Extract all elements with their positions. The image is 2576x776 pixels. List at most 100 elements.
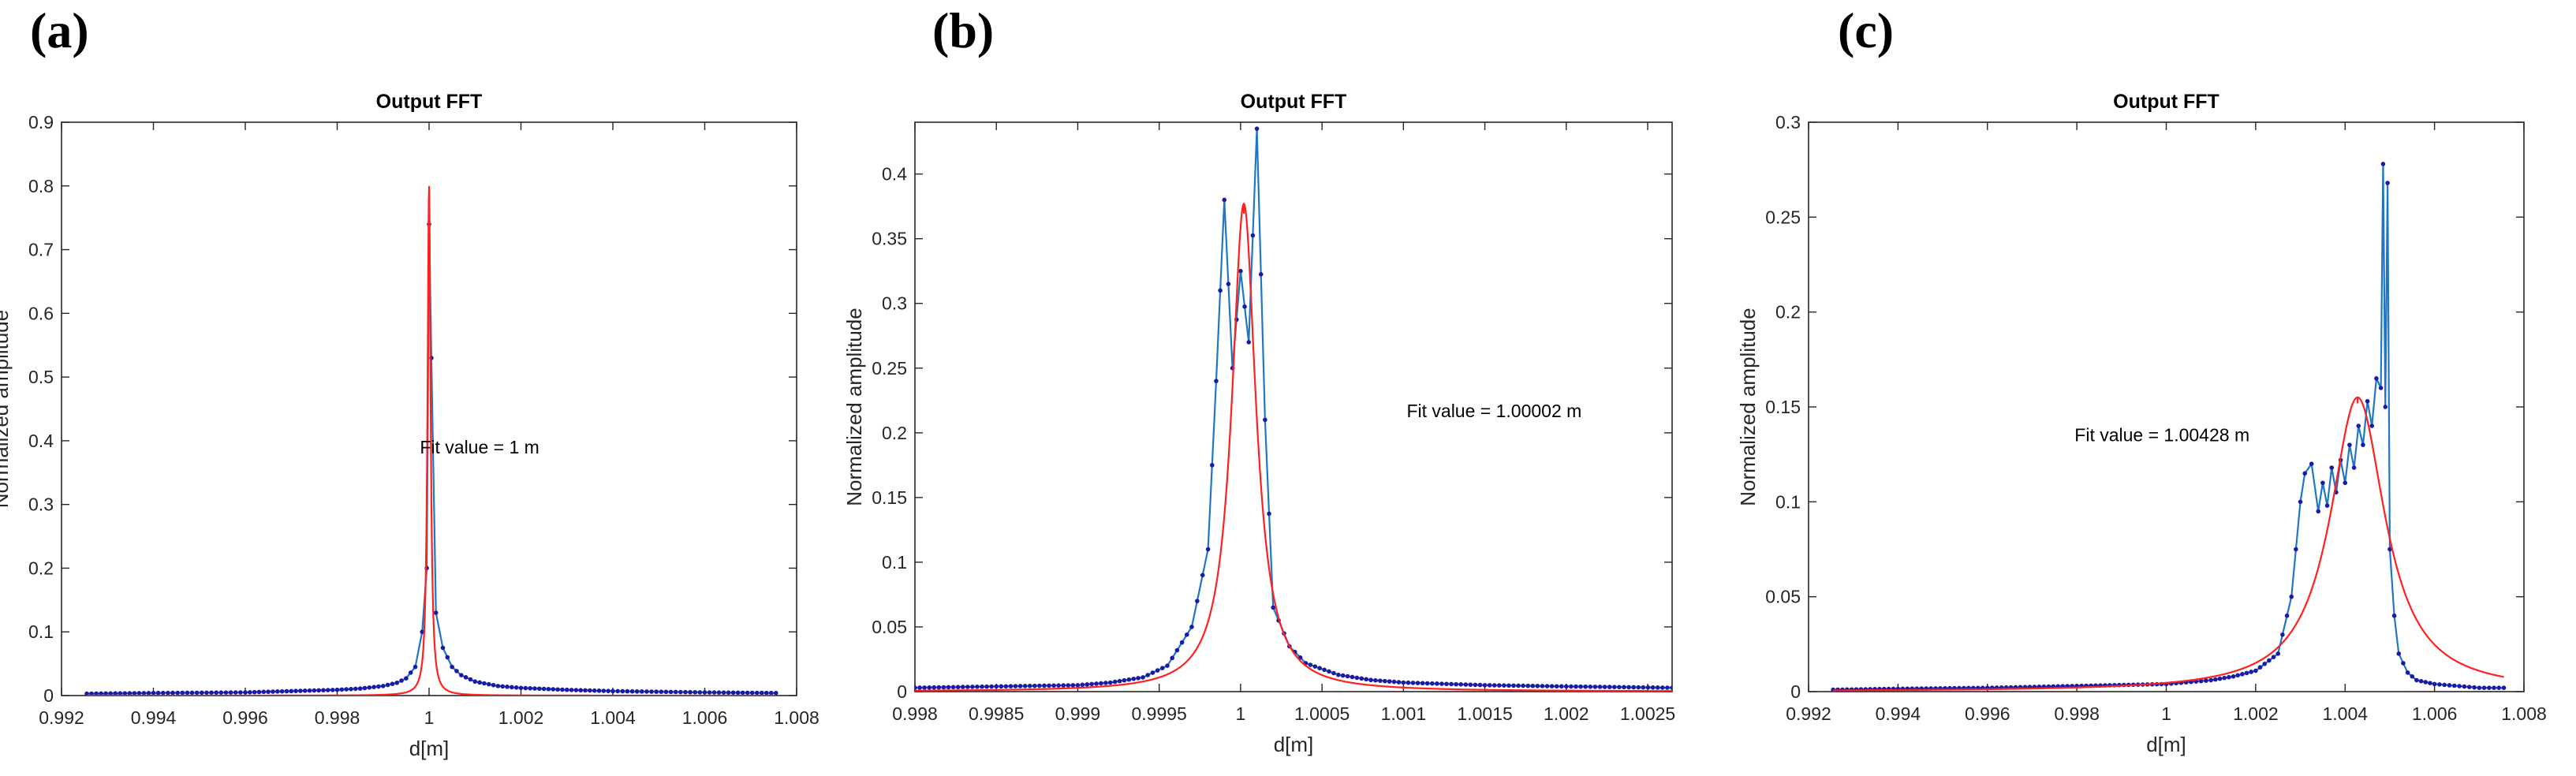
measured-data-point bbox=[274, 689, 280, 694]
measured-data-point bbox=[1655, 685, 1660, 690]
measured-data-point bbox=[1588, 685, 1593, 689]
measured-data-point bbox=[1636, 685, 1641, 690]
x-axis-label: d[m] bbox=[409, 737, 450, 760]
y-axis-label: Normalized amplitude bbox=[842, 308, 866, 506]
measured-data-point bbox=[2271, 655, 2276, 659]
measured-data-point bbox=[302, 688, 308, 693]
measured-data-point bbox=[1525, 683, 1531, 688]
fit-value-annotation: Fit value = 1 m bbox=[420, 437, 539, 457]
measured-data-point bbox=[1535, 684, 1540, 688]
measured-data-point bbox=[1047, 683, 1051, 688]
measured-data-point bbox=[2294, 547, 2298, 552]
measured-data-point bbox=[1022, 684, 1028, 688]
series-group bbox=[915, 126, 1672, 692]
measured-data-point bbox=[1491, 683, 1497, 688]
measured-data-point bbox=[1350, 674, 1355, 680]
measured-data-point bbox=[1622, 685, 1626, 690]
measured-data-point bbox=[166, 690, 170, 696]
measured-fft-line bbox=[87, 224, 776, 695]
measured-data-point bbox=[2356, 423, 2361, 428]
measured-data-point bbox=[1141, 675, 1145, 680]
measured-data-point bbox=[523, 685, 528, 691]
y-tick-label: 0.2 bbox=[1775, 302, 1801, 323]
measured-data-point bbox=[768, 690, 774, 696]
measured-data-point bbox=[2492, 685, 2496, 690]
measured-data-point bbox=[569, 688, 574, 692]
measured-data-point bbox=[2361, 442, 2365, 447]
measured-data-point bbox=[189, 690, 195, 696]
measured-data-point bbox=[491, 682, 496, 688]
measured-data-point bbox=[1331, 670, 1336, 676]
measured-data-point bbox=[1617, 685, 1622, 690]
y-tick-label: 0.8 bbox=[28, 176, 54, 196]
measured-data-point bbox=[2240, 672, 2245, 677]
measured-data-point bbox=[2396, 651, 2402, 656]
measured-data-point bbox=[238, 690, 243, 695]
measured-data-point bbox=[763, 690, 769, 696]
measured-data-point bbox=[160, 690, 166, 696]
measured-data-point bbox=[353, 686, 358, 692]
measured-data-point bbox=[84, 691, 89, 696]
measured-data-point bbox=[518, 685, 524, 691]
y-tick-label: 0.1 bbox=[28, 621, 54, 642]
measured-data-point bbox=[233, 690, 238, 695]
x-tick-label: 1.008 bbox=[774, 707, 819, 728]
measured-data-point bbox=[1017, 684, 1023, 688]
measured-data-point bbox=[1368, 677, 1373, 683]
measured-data-point bbox=[735, 690, 741, 696]
measured-data-point bbox=[1359, 676, 1365, 681]
measured-data-point bbox=[209, 690, 214, 696]
measured-data-point bbox=[1564, 684, 1569, 689]
chart-title: Output FFT bbox=[1241, 91, 1347, 113]
y-tick-label: 0.35 bbox=[872, 229, 907, 249]
measured-data-point bbox=[223, 690, 229, 695]
y-tick-label: 0.5 bbox=[28, 367, 54, 387]
y-tick-label: 0.25 bbox=[872, 358, 907, 379]
measured-data-point bbox=[2477, 685, 2482, 690]
measured-data-point bbox=[1263, 417, 1267, 423]
measured-data-point bbox=[1218, 288, 1223, 293]
measured-data-point bbox=[2320, 480, 2325, 486]
measured-data-point bbox=[380, 684, 386, 688]
measured-data-point bbox=[2423, 680, 2429, 685]
measured-data-point bbox=[2284, 613, 2290, 618]
measured-data-point bbox=[2365, 398, 2370, 404]
measured-data-point bbox=[89, 691, 94, 696]
measured-data-point bbox=[528, 685, 532, 691]
measured-data-point bbox=[2472, 685, 2477, 690]
measured-data-point bbox=[170, 690, 175, 696]
measured-data-point bbox=[965, 685, 970, 689]
y-tick-label: 0.2 bbox=[28, 558, 54, 578]
measured-data-point bbox=[1246, 340, 1252, 345]
measured-data-point bbox=[2387, 547, 2392, 552]
x-axis-label: d[m] bbox=[2146, 733, 2186, 756]
panel-label-b: (b) bbox=[932, 2, 995, 58]
x-tick-label: 1 bbox=[424, 707, 435, 728]
measured-data-point bbox=[1530, 683, 1536, 688]
measured-data-point bbox=[1099, 681, 1103, 686]
measured-data-point bbox=[1107, 680, 1113, 685]
measured-data-point bbox=[2302, 471, 2308, 476]
measured-data-point bbox=[2447, 683, 2452, 688]
measured-data-point bbox=[99, 691, 103, 696]
measured-data-point bbox=[1165, 663, 1170, 668]
measured-data-point bbox=[500, 684, 505, 689]
measured-data-point bbox=[726, 690, 731, 696]
measured-data-point bbox=[759, 690, 764, 696]
measured-data-point bbox=[1477, 682, 1483, 688]
measured-data-point bbox=[634, 688, 640, 694]
measured-data-point bbox=[2401, 661, 2406, 666]
measured-data-point bbox=[463, 675, 469, 680]
measured-data-point bbox=[1145, 673, 1151, 677]
measured-data-point bbox=[999, 684, 1004, 689]
measured-data-point bbox=[1258, 272, 1264, 277]
measured-data-point bbox=[1540, 684, 1545, 688]
measured-data-point bbox=[592, 688, 597, 693]
measured-data-point bbox=[141, 691, 147, 696]
measured-data-point bbox=[673, 689, 678, 695]
measured-data-point bbox=[649, 689, 654, 694]
measured-data-point bbox=[2198, 678, 2204, 684]
measured-data-point bbox=[537, 686, 542, 692]
measured-data-point bbox=[1160, 666, 1165, 670]
